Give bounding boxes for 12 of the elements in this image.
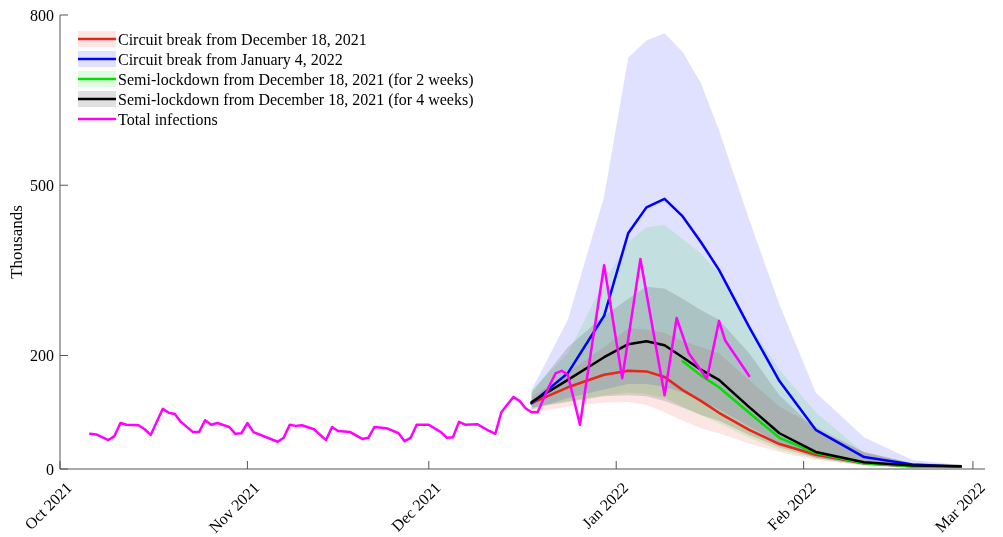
line-series [88, 257, 751, 444]
y-tick-label: 200 [30, 347, 54, 365]
x-tick-label: Dec 2021 [388, 479, 444, 535]
legend-label: Circuit break from December 18, 2021 [118, 30, 367, 48]
legend-label: Total infections [118, 110, 218, 128]
y-axis-title: Thousands [7, 205, 26, 279]
y-tick-label: 0 [46, 460, 54, 478]
legend-label: Semi-lockdown from December 18, 2021 (for 2 weeks) [118, 70, 474, 89]
y-tick-label: 800 [30, 6, 54, 24]
y-tick-label: 500 [30, 176, 54, 194]
legend-label: Circuit break from January 4, 2022 [118, 50, 343, 69]
legend-label: Semi-lockdown from December 18, 2021 (for 4 weeks) [118, 90, 474, 109]
